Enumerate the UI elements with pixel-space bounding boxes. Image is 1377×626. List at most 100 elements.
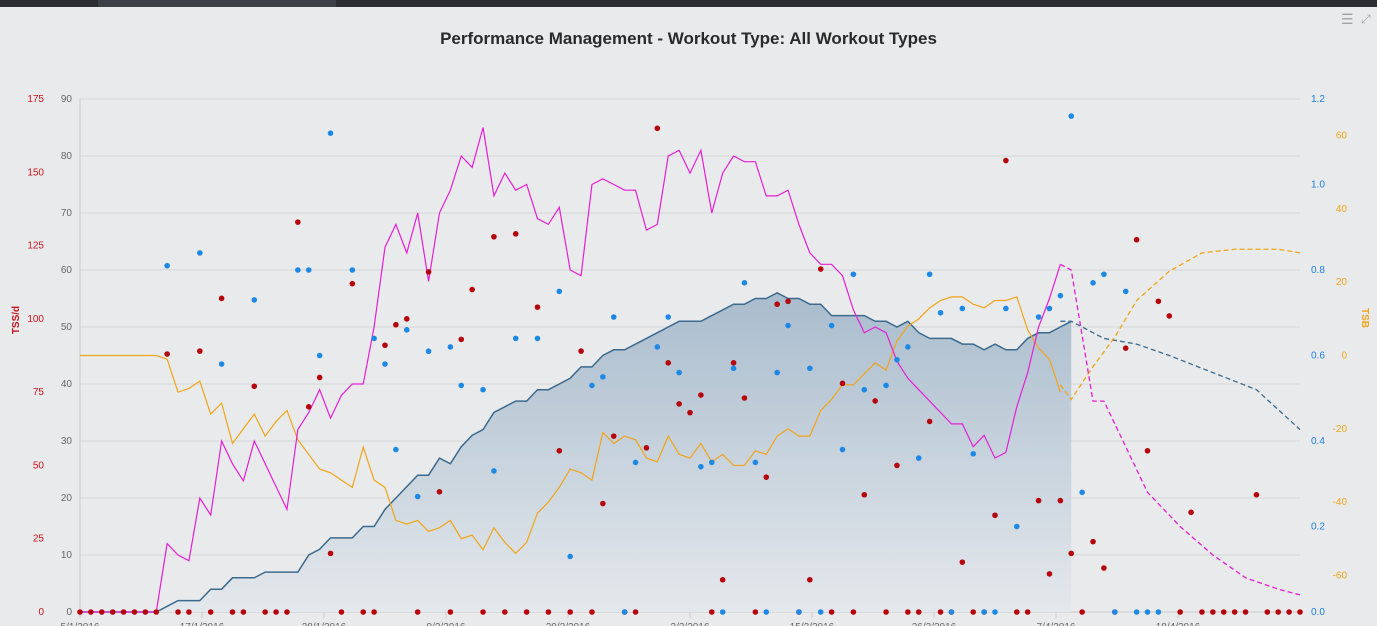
tss-point [251,383,258,390]
tsb-tick-label: 60 [1336,131,1348,142]
if-point [796,609,802,615]
fitness-tick-label: 0 [66,607,72,618]
tss-point [229,609,236,615]
if-point [1155,609,1162,615]
tss-point [589,609,595,615]
tss-point [610,433,617,439]
tss-point [284,609,290,615]
tss-point [305,404,312,410]
if-point [992,609,998,615]
tss-point [382,342,388,349]
tss-point [131,609,138,615]
tss-tick-label: 50 [33,460,45,471]
tss-point [197,348,203,354]
tss-point [850,609,857,615]
tss-point [883,609,889,615]
if-point [1079,489,1085,496]
tsb-axis-title: TSB [1359,308,1370,328]
tss-point [1133,236,1140,243]
if-point [774,369,780,376]
if-point [512,335,519,342]
if-point [403,327,410,333]
tss-point [295,219,301,225]
tss-point [545,609,552,615]
if-point [828,322,835,329]
tsb-tick-label: 40 [1336,204,1348,215]
x-tick-label: 3/3/2016 [671,622,710,626]
tss-point [763,474,770,480]
tss-point [1144,447,1151,454]
tss-point [708,609,715,615]
x-tick-label: 17/1/2016 [180,622,225,626]
if-tick-label: 0.0 [1311,607,1325,618]
if-point [970,451,977,457]
tss-point [1013,609,1020,615]
if-point [349,267,356,273]
fitness-tick-label: 50 [61,322,73,333]
if-point [1003,305,1009,312]
tss-point [1155,298,1162,305]
if-point [197,250,203,256]
tss-point [393,321,399,328]
tss-point [578,348,584,354]
tss-point [327,550,334,557]
menu-icon[interactable]: ☰ [1341,11,1354,27]
tss-point [1297,609,1303,615]
if-tick-label: 0.2 [1311,522,1325,533]
tss-point [1264,609,1271,615]
tss-point [1275,609,1282,615]
if-point [610,314,617,320]
tss-point [1122,345,1129,351]
fitness-tick-label: 40 [61,379,73,390]
tss-point [491,233,497,240]
x-tick-label: 9/2/2016 [427,622,466,626]
if-tick-label: 0.8 [1311,265,1325,276]
tss-tick-label: 175 [27,94,44,105]
x-tick-label: 7/4/2016 [1037,622,1076,626]
if-point [850,271,857,278]
if-point [948,609,955,615]
if-point [817,609,824,615]
if-point [632,459,639,466]
ctl-area [80,292,1072,612]
fitness-tick-label: 20 [61,493,73,504]
if-point [567,553,573,560]
x-axis: 5/1/2016 17/1/2016 28/1/2016 9/2/2016 20/2/2… [61,612,1201,626]
tss-point [1046,571,1053,577]
if-point [915,455,922,461]
tss-point [1231,609,1238,615]
tss-tick-label: 25 [33,534,45,545]
tss-point [654,125,661,132]
tss-point [828,609,835,615]
tss-point [719,576,726,583]
tss-point [1188,509,1194,516]
tss-point [970,609,977,615]
tss-point [186,609,192,615]
tss-point [839,380,846,387]
if-axis: 0.0 0.2 0.4 0.6 0.8 1.0 1.2 [1311,94,1325,618]
tss-point [1090,538,1096,545]
if-point [981,609,987,615]
tss-tick-label: 0 [38,607,44,618]
expand-icon[interactable]: ⤢ [1361,12,1371,26]
tss-point [349,280,356,287]
tss-point [1057,497,1064,504]
tss-point [1286,609,1292,615]
tss-point [1101,565,1107,571]
tsb-tick-label: -20 [1333,424,1348,435]
if-point [1035,314,1042,320]
x-tick-label: 28/1/2016 [302,622,347,626]
tss-point [371,609,377,615]
if-point [295,267,301,273]
tss-point [512,231,519,237]
tss-point [218,295,225,302]
tss-point [959,559,966,565]
if-point [654,344,661,350]
tss-point [414,609,421,615]
if-point [382,361,388,367]
if-point [807,365,813,372]
if-point [894,356,900,363]
tss-tick-label: 125 [27,241,44,252]
tss-point [643,445,650,451]
